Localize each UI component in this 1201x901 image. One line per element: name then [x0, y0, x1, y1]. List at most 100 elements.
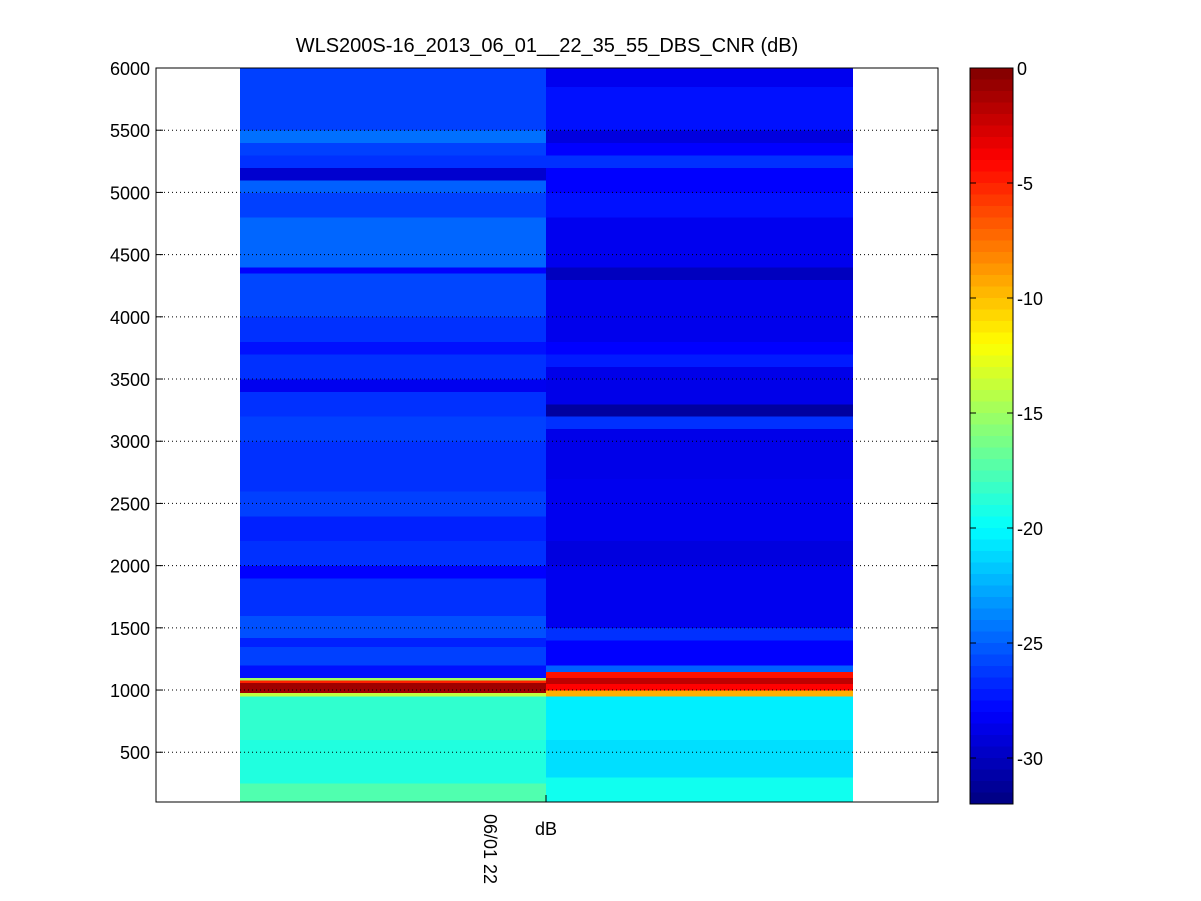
colorbar-step: [970, 114, 1013, 127]
colorbar-step: [970, 286, 1013, 299]
heatmap-cell: [240, 179, 547, 193]
colorbar-step: [970, 677, 1013, 690]
heatmap-cell: [546, 627, 853, 641]
colorbar-step: [970, 574, 1013, 587]
colorbar-step: [970, 91, 1013, 104]
colorbar-step: [970, 298, 1013, 311]
heatmap-cell: [546, 279, 853, 343]
heatmap-cell: [240, 490, 547, 517]
colorbar-step: [970, 160, 1013, 173]
colorbar-step: [970, 769, 1013, 782]
heatmap-cell: [546, 354, 853, 367]
heatmap-cell: [546, 341, 853, 355]
colorbar-step: [970, 562, 1013, 575]
colorbar-step: [970, 758, 1013, 771]
heatmap-cell: [546, 155, 853, 168]
colorbar-step: [970, 493, 1013, 506]
heatmap-cell: [546, 217, 853, 268]
y-tick-label: 1500: [110, 619, 150, 639]
colorbar-step: [970, 470, 1013, 483]
colorbar-step: [970, 631, 1013, 644]
y-tick-label: 5500: [110, 121, 150, 141]
colorbar-tick-label: -10: [1017, 289, 1043, 309]
colorbar-step: [970, 137, 1013, 150]
heatmap-cell: [546, 192, 853, 218]
y-tick-label: 2000: [110, 557, 150, 577]
heatmap-cell: [546, 677, 853, 685]
colorbar-tick-label: -15: [1017, 404, 1043, 424]
heatmap-cell: [546, 683, 853, 691]
heatmap-cell: [546, 428, 853, 479]
plot-frame: [155, 67, 939, 803]
heatmap-cell: [546, 565, 853, 629]
colorbar-step: [970, 746, 1013, 759]
heatmap-cell: [240, 692, 547, 697]
y-tick-label: 1000: [110, 681, 150, 701]
colorbar-step: [970, 390, 1013, 403]
heatmap-cell: [546, 739, 853, 778]
heatmap-cell: [240, 637, 547, 647]
colorbar-step: [970, 401, 1013, 414]
colorbar-step: [970, 102, 1013, 115]
colorbar-step: [970, 148, 1013, 161]
heatmap-cell: [546, 267, 853, 280]
y-tick-label: 2500: [110, 494, 150, 514]
colorbar-step: [970, 79, 1013, 92]
colorbar-step: [970, 666, 1013, 679]
colorbar-step: [970, 321, 1013, 334]
heatmap-cell: [240, 391, 547, 417]
y-tick-label: 500: [120, 743, 150, 763]
heatmap-cell: [240, 682, 547, 693]
heatmap-cell: [240, 646, 547, 666]
colorbar-tick-label: 0: [1017, 59, 1027, 79]
colorbar-step: [970, 206, 1013, 219]
colorbar-step: [970, 309, 1013, 322]
heatmap-cell: [546, 403, 853, 417]
colorbar-step: [970, 689, 1013, 702]
colorbar-step: [970, 482, 1013, 495]
y-tick-label: 4500: [110, 246, 150, 266]
heatmap-cell: [546, 777, 853, 803]
heatmap-cell: [240, 341, 547, 355]
heatmap-cell: [546, 366, 853, 405]
heatmap-cell: [240, 441, 547, 492]
heatmap-cell: [546, 167, 853, 193]
colorbar-step: [970, 240, 1013, 253]
colorbar-step: [970, 125, 1013, 138]
colorbar-step: [970, 263, 1013, 276]
heatmap-cell: [546, 86, 853, 131]
colorbar-step: [970, 712, 1013, 725]
heatmap-cell: [240, 316, 547, 343]
colorbar-step: [970, 700, 1013, 713]
heatmap-cell: [240, 416, 547, 442]
colorbar-step: [970, 436, 1013, 449]
colorbar-step: [970, 723, 1013, 736]
colorbar-step: [970, 505, 1013, 518]
colorbar-step: [970, 792, 1013, 805]
heatmap-cell: [546, 540, 853, 567]
heatmap-cell: [546, 478, 853, 542]
colorbar-tick-label: -5: [1017, 174, 1033, 194]
heatmap-cell: [240, 665, 547, 678]
colorbar-step: [970, 551, 1013, 564]
heatmap-cell: [546, 665, 853, 672]
heatmap-cell: [240, 192, 547, 218]
heatmap-cell: [240, 565, 547, 579]
y-tick-label: 6000: [110, 59, 150, 79]
colorbar-step: [970, 528, 1013, 541]
colorbar-step: [970, 217, 1013, 230]
colorbar-step: [970, 344, 1013, 357]
heatmap-cell: [546, 68, 853, 88]
colorbar-step: [970, 171, 1013, 184]
colorbar: 0 -5 -10 -15 -20 -25 -30: [969, 59, 1043, 805]
heatmap-cell: [240, 677, 547, 681]
colorbar-step: [970, 654, 1013, 667]
colorbar-step: [970, 620, 1013, 633]
colorbar-tick-label: -25: [1017, 634, 1043, 654]
heatmap-cell: [240, 142, 547, 156]
y-tick-label: 4000: [110, 308, 150, 328]
colorbar-step: [970, 332, 1013, 345]
heatmap-cell: [240, 783, 547, 803]
colorbar-step: [970, 378, 1013, 391]
